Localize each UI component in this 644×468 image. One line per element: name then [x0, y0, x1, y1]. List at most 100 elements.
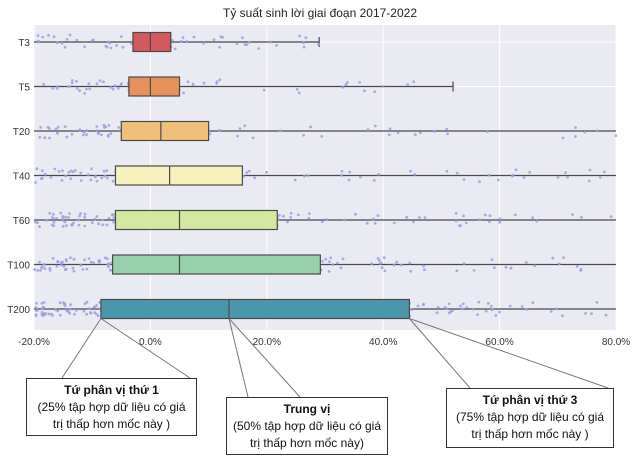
data-point	[241, 36, 244, 40]
data-point	[41, 35, 45, 39]
data-point	[245, 43, 249, 46]
data-point	[344, 83, 348, 87]
data-point	[85, 312, 88, 316]
data-point	[55, 264, 59, 268]
callout-q1-text: (25% tập hợp dữ liệu có giá trị thấp hơn…	[37, 400, 186, 431]
data-point	[490, 258, 494, 262]
data-point	[555, 307, 559, 311]
data-point	[422, 302, 425, 306]
data-point	[253, 176, 256, 180]
data-point	[78, 214, 81, 218]
data-point	[106, 176, 109, 180]
data-point	[85, 133, 88, 137]
y-tick-label-T3: T3	[18, 38, 30, 49]
data-point	[471, 307, 475, 311]
data-point	[48, 267, 52, 270]
data-point	[75, 80, 78, 83]
data-point	[42, 82, 45, 86]
data-point	[93, 217, 97, 221]
data-point	[339, 266, 343, 270]
data-point	[77, 223, 81, 227]
callout-q3-text: (75% tập hợp dữ liệu có giá trị thấp hơn…	[456, 410, 604, 441]
data-point	[104, 44, 108, 48]
data-point	[64, 215, 67, 219]
data-point	[109, 268, 112, 272]
x-tick-label: 40.0%	[369, 337, 397, 348]
data-point	[490, 308, 494, 312]
data-point	[89, 178, 93, 182]
data-point	[614, 134, 618, 138]
data-point	[105, 169, 109, 173]
data-point	[61, 218, 65, 222]
x-tick-label: 80.0%	[602, 337, 630, 348]
data-point	[74, 169, 77, 172]
data-point	[454, 219, 458, 223]
box-T100	[111, 254, 321, 275]
data-point	[275, 44, 278, 47]
data-point	[395, 260, 399, 264]
data-point	[40, 266, 43, 270]
data-point	[192, 35, 196, 39]
box-T60	[114, 209, 278, 231]
data-point	[602, 170, 606, 174]
data-point	[34, 181, 37, 184]
data-point	[306, 174, 310, 177]
data-point	[378, 262, 382, 265]
data-point	[400, 263, 403, 267]
data-point	[93, 306, 97, 309]
data-point	[36, 34, 40, 37]
data-point	[107, 262, 110, 266]
data-point	[51, 213, 55, 216]
data-point	[303, 174, 306, 178]
data-point	[462, 214, 465, 218]
data-point	[81, 268, 85, 271]
data-point	[85, 87, 88, 91]
data-point	[202, 81, 206, 85]
data-point	[56, 309, 60, 313]
data-point	[524, 261, 528, 264]
data-point	[43, 172, 47, 176]
data-point	[405, 215, 409, 219]
data-point	[302, 41, 305, 45]
data-point	[63, 304, 67, 308]
data-point	[63, 45, 67, 49]
data-point	[51, 257, 55, 260]
data-point	[372, 179, 376, 182]
data-point	[101, 218, 104, 222]
data-point	[566, 175, 569, 179]
data-point	[476, 313, 480, 316]
data-point	[68, 33, 72, 37]
data-point	[443, 306, 447, 309]
data-point	[103, 256, 107, 260]
data-point	[54, 308, 57, 312]
data-point	[87, 82, 91, 86]
data-point	[265, 170, 268, 174]
data-point	[396, 131, 400, 135]
data-point	[106, 40, 110, 44]
data-point	[325, 218, 329, 221]
data-point	[595, 129, 599, 133]
data-point	[484, 309, 488, 313]
data-point	[38, 260, 41, 264]
data-point	[278, 213, 281, 217]
data-point	[83, 224, 87, 228]
data-point	[79, 171, 83, 175]
data-point	[327, 270, 331, 273]
data-point	[95, 179, 99, 183]
data-point	[96, 314, 100, 318]
data-point	[90, 221, 94, 225]
data-point	[531, 301, 535, 305]
data-point	[61, 224, 65, 228]
data-point	[105, 223, 109, 227]
data-point	[354, 212, 357, 216]
data-point	[447, 302, 451, 306]
data-point	[373, 124, 377, 128]
data-point	[587, 179, 591, 183]
data-point	[588, 168, 592, 172]
data-point	[40, 301, 44, 305]
data-point	[71, 170, 75, 174]
data-point	[215, 82, 219, 85]
data-point	[514, 168, 518, 172]
data-point	[245, 171, 249, 174]
